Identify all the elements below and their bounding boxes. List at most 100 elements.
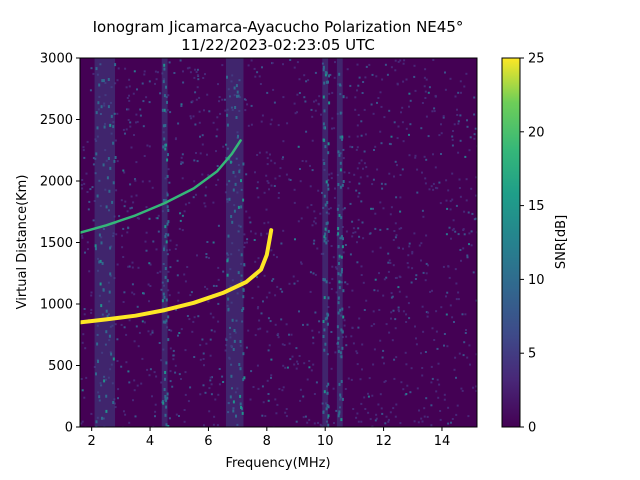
noise-pixel xyxy=(148,217,151,220)
noise-pixel xyxy=(315,381,318,384)
band-pixel xyxy=(95,67,98,71)
noise-pixel xyxy=(385,323,388,326)
noise-pixel xyxy=(308,418,311,421)
noise-pixel xyxy=(151,186,154,189)
noise-pixel xyxy=(240,188,243,191)
noise-pixel xyxy=(436,378,439,381)
band-pixel xyxy=(107,105,110,109)
noise-pixel xyxy=(475,390,477,392)
noise-pixel xyxy=(410,367,413,370)
noise-pixel xyxy=(110,245,113,248)
noise-pixel xyxy=(444,71,446,74)
noise-pixel xyxy=(360,420,363,423)
noise-pixel xyxy=(457,120,460,123)
band-pixel xyxy=(322,410,325,414)
noise-pixel xyxy=(161,281,164,284)
noise-pixel xyxy=(274,323,277,326)
noise-pixel xyxy=(388,331,391,334)
noise-pixel xyxy=(184,349,187,352)
noise-pixel xyxy=(156,71,159,74)
noise-pixel xyxy=(455,298,458,301)
noise-pixel xyxy=(451,172,454,175)
noise-pixel xyxy=(425,272,428,275)
noise-pixel xyxy=(299,388,302,391)
noise-pixel xyxy=(266,157,269,160)
noise-pixel xyxy=(243,233,246,236)
noise-pixel xyxy=(109,274,112,277)
noise-pixel xyxy=(249,398,252,401)
noise-pixel xyxy=(335,291,338,294)
noise-pixel xyxy=(429,290,432,293)
noise-pixel xyxy=(225,156,228,159)
noise-pixel xyxy=(100,236,103,239)
noise-pixel xyxy=(296,280,299,283)
noise-pixel xyxy=(465,199,468,202)
noise-pixel xyxy=(293,282,296,285)
noise-pixel xyxy=(116,79,119,82)
noise-pixel xyxy=(199,393,202,396)
noise-pixel xyxy=(470,244,473,247)
noise-pixel xyxy=(127,119,130,121)
band-pixel xyxy=(326,312,329,316)
noise-pixel xyxy=(133,293,136,296)
noise-pixel xyxy=(362,281,365,284)
band-pixel xyxy=(108,334,111,338)
noise-pixel xyxy=(94,157,97,160)
noise-pixel xyxy=(213,330,216,333)
band-pixel xyxy=(324,71,327,75)
band-pixel xyxy=(97,101,100,105)
band-pixel xyxy=(109,123,112,127)
interference-band xyxy=(322,58,329,427)
noise-pixel xyxy=(92,163,95,166)
noise-pixel xyxy=(202,358,205,360)
noise-pixel xyxy=(311,139,314,142)
noise-pixel xyxy=(313,239,316,242)
noise-pixel xyxy=(352,227,355,230)
noise-pixel xyxy=(268,188,270,191)
noise-pixel xyxy=(178,415,180,417)
noise-pixel xyxy=(132,201,135,204)
noise-pixel xyxy=(466,256,469,259)
noise-pixel xyxy=(374,212,377,215)
noise-pixel xyxy=(327,416,329,419)
noise-pixel xyxy=(327,239,330,242)
noise-pixel xyxy=(268,291,271,294)
band-pixel xyxy=(95,152,98,156)
noise-pixel xyxy=(192,196,195,199)
noise-pixel xyxy=(256,154,259,156)
noise-pixel xyxy=(359,378,362,381)
noise-pixel xyxy=(448,226,451,229)
noise-pixel xyxy=(334,187,336,190)
band-pixel xyxy=(99,282,102,286)
noise-pixel xyxy=(277,332,280,335)
noise-pixel xyxy=(143,155,146,157)
noise-pixel xyxy=(125,86,128,89)
noise-pixel xyxy=(194,68,196,71)
noise-pixel xyxy=(258,151,261,154)
noise-pixel xyxy=(254,75,257,78)
noise-pixel xyxy=(309,271,312,274)
noise-pixel xyxy=(302,323,304,326)
noise-pixel xyxy=(212,201,215,204)
band-pixel xyxy=(339,83,342,87)
noise-pixel xyxy=(328,281,331,284)
noise-pixel xyxy=(177,299,180,302)
noise-pixel xyxy=(202,384,205,387)
noise-pixel xyxy=(217,393,220,396)
noise-pixel xyxy=(270,184,273,187)
band-pixel xyxy=(322,122,325,126)
noise-pixel xyxy=(121,246,124,249)
noise-pixel xyxy=(94,172,97,175)
noise-pixel xyxy=(116,263,119,266)
noise-pixel xyxy=(352,231,355,234)
band-pixel xyxy=(322,138,325,142)
band-pixel xyxy=(165,398,167,402)
noise-pixel xyxy=(461,313,464,316)
noise-pixel xyxy=(314,273,317,276)
band-pixel xyxy=(109,246,112,250)
noise-pixel xyxy=(362,81,365,83)
y-tick-label: 500 xyxy=(48,359,73,374)
band-pixel xyxy=(338,254,341,258)
noise-pixel xyxy=(455,204,458,207)
noise-pixel xyxy=(425,234,428,237)
